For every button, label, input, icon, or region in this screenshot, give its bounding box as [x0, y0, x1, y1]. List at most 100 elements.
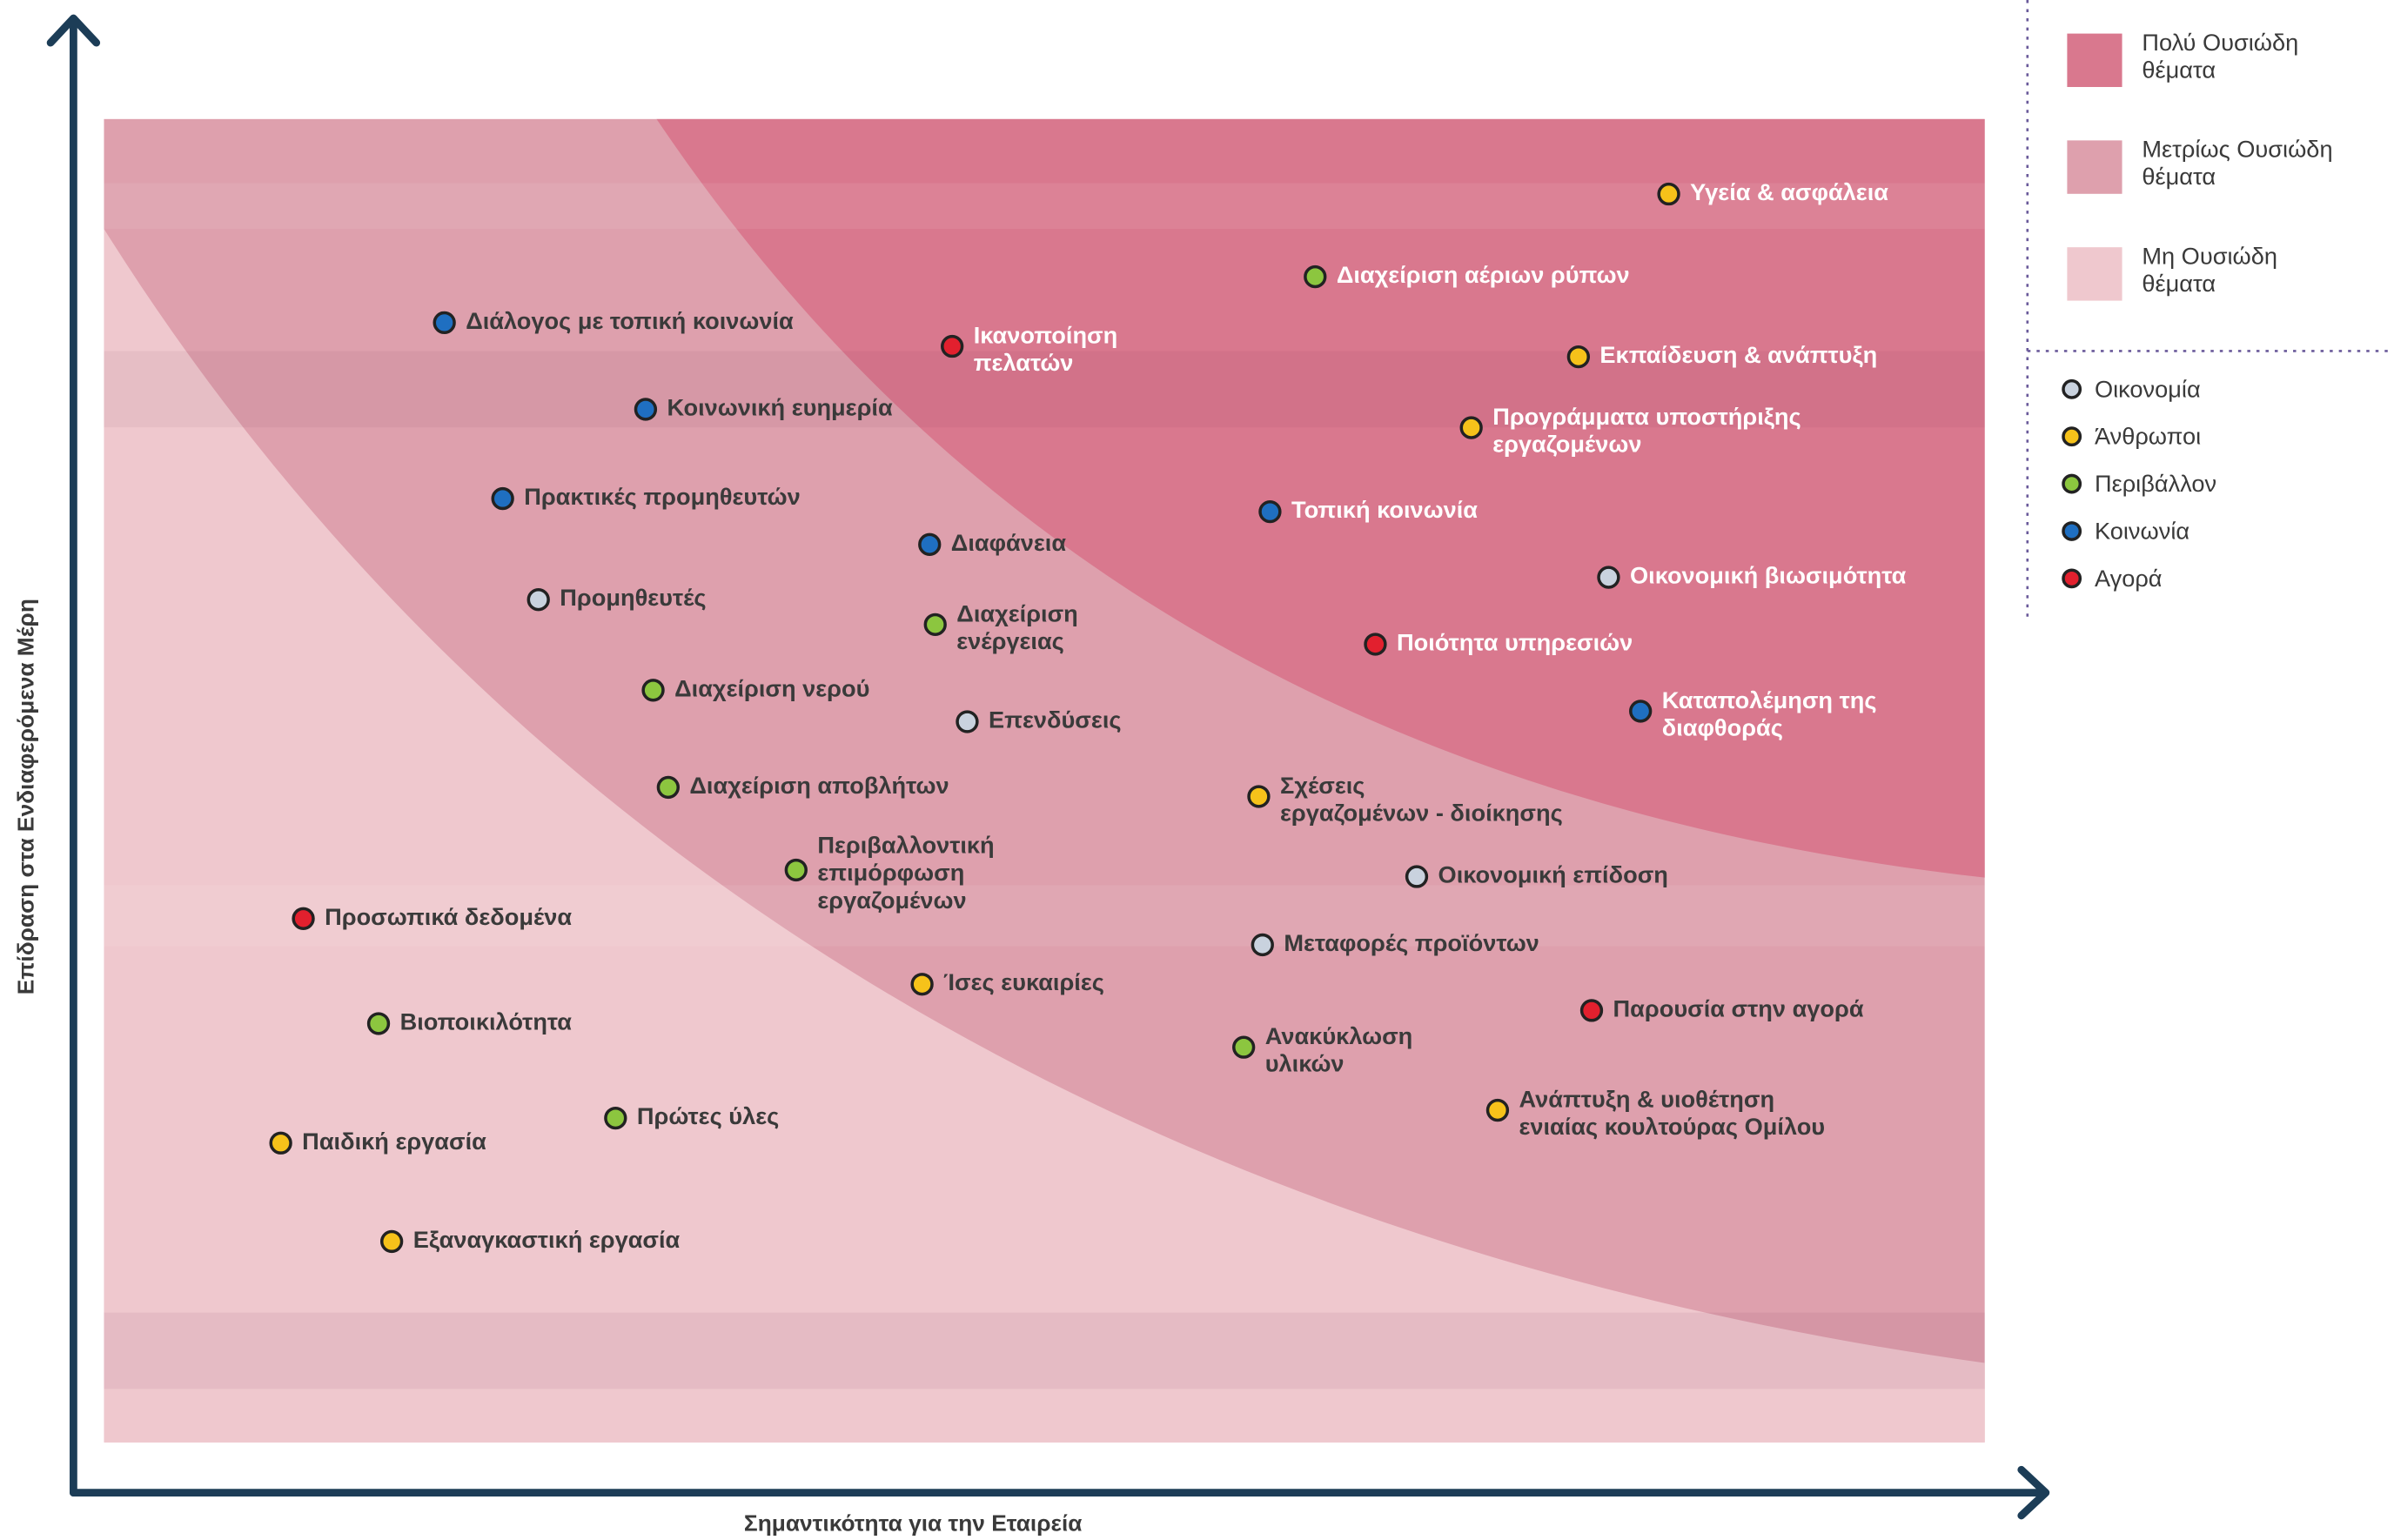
legend-marker	[2063, 475, 2080, 492]
point	[1659, 184, 1679, 204]
label-line: Μεταφορές προϊόντων	[1284, 929, 1539, 956]
legend-marker	[2063, 428, 2080, 445]
label-line: θέματα	[2142, 270, 2216, 297]
point-label: Πρακτικές προμηθευτών	[524, 483, 801, 510]
y-axis-title: Επίδραση στα Ενδιαφερόμενα Μέρη	[13, 599, 39, 994]
label-line: Τοπική κοινωνία	[1291, 496, 1478, 523]
point-label: Προσωπικά δεδομένα	[325, 903, 572, 930]
legend-label: Άνθρωποι	[2095, 423, 2201, 450]
label-line: Βιοποικιλότητα	[400, 1008, 573, 1035]
point	[382, 1232, 402, 1252]
label-line: θέματα	[2142, 163, 2216, 190]
point	[658, 778, 678, 798]
label-line: Ανακύκλωση	[1265, 1022, 1413, 1049]
label-line: υλικών	[1265, 1050, 1345, 1077]
label-line: Παιδική εργασία	[302, 1128, 486, 1155]
point	[1252, 935, 1272, 955]
legend-swatch	[2067, 140, 2122, 193]
point	[1568, 347, 1588, 367]
point	[636, 399, 656, 419]
point	[369, 1014, 389, 1034]
label-line: Διαφάνεια	[951, 529, 1067, 556]
legend-marker	[2063, 523, 2080, 539]
point	[786, 860, 806, 880]
label-line: διαφθοράς	[1662, 714, 1783, 741]
point	[920, 534, 940, 554]
point	[528, 590, 548, 610]
label-line: Περιβαλλοντική	[817, 832, 994, 859]
label-line: Κοινωνική ευημερία	[667, 394, 892, 421]
label-line: Μη Ουσιώδη	[2142, 243, 2277, 270]
point-label: Διαχείριση νερού	[674, 674, 869, 701]
point-label: Πρώτες ύλες	[637, 1102, 779, 1129]
label-line: Καταπολέμηση της	[1662, 686, 1877, 713]
label-line: Ποιότητα υπηρεσιών	[1397, 629, 1633, 656]
chart: Οικονομική βιωσιμότητα Προμηθευτές Επενδύσ…	[0, 0, 2394, 1540]
label-line: Εκπαίδευση & ανάπτυξη	[1599, 341, 1877, 368]
point-label: Διαχείριση αέριων ρύπων	[1337, 261, 1630, 288]
label-line: εργαζομένων	[817, 887, 966, 914]
legend-label: Οικονομία	[2095, 375, 2201, 402]
point	[293, 908, 313, 928]
label-line: Πρακτικές προμηθευτών	[524, 483, 801, 510]
label-line: Ανάπτυξη & υιοθέτηση	[1519, 1086, 1774, 1113]
legend-swatch	[2067, 247, 2122, 300]
point	[1260, 502, 1280, 522]
legend-label: Αγορά	[2095, 565, 2163, 592]
label-line: Οικονομική βιωσιμότητα	[1630, 562, 1907, 589]
label-line: Οικονομική επίδοση	[1438, 861, 1668, 888]
point-label: Επενδύσεις	[989, 706, 1121, 733]
point	[1407, 867, 1427, 887]
point	[271, 1133, 291, 1153]
legend-label: Μη Ουσιώδηθέματα	[2142, 243, 2277, 298]
label-line: Διαχείριση αποβλήτων	[689, 772, 949, 799]
point	[912, 974, 932, 994]
label-line: Πρώτες ύλες	[637, 1102, 779, 1129]
legend-marker	[2063, 570, 2080, 586]
label-line: Ικανοποίηση	[974, 322, 1118, 349]
label-line: Προγράμματα υποστήριξης	[1492, 403, 1801, 430]
x-axis	[73, 1470, 2045, 1516]
label-line: εργαζομένων	[1492, 431, 1641, 458]
point	[1365, 634, 1385, 654]
point-label: Οικονομική επίδοση	[1438, 861, 1668, 888]
point-label: Εξαναγκαστική εργασία	[413, 1226, 681, 1253]
point	[1461, 418, 1481, 438]
x-axis-title: Σημαντικότητα για την Εταιρεία	[744, 1510, 1083, 1536]
point	[606, 1108, 626, 1128]
label-line: Ίσες ευκαιρίες	[943, 968, 1104, 995]
label-line: θέματα	[2142, 57, 2216, 84]
point-label: Τοπική κοινωνία	[1291, 496, 1478, 523]
point	[925, 614, 945, 634]
legend-separators	[2028, 0, 2394, 618]
point-label: Διάλογος με τοπική κοινωνία	[466, 307, 794, 334]
label-line: πελατών	[974, 349, 1074, 376]
label-line: Πολύ Ουσιώδη	[2142, 29, 2298, 56]
point-label: Μεταφορές προϊόντων	[1284, 929, 1539, 956]
legend-marker	[2063, 381, 2080, 398]
label-line: εργαζομένων - διοίκησης	[1280, 800, 1563, 827]
label-line: ενέργειας	[956, 627, 1064, 654]
point	[942, 337, 962, 357]
point-label: Ίσες ευκαιρίες	[943, 968, 1104, 995]
point-label: Προμηθευτές	[560, 584, 706, 611]
point-label: Κοινωνική ευημερία	[667, 394, 892, 421]
point	[957, 712, 977, 732]
label-line: επιμόρφωση	[817, 859, 964, 886]
label-line: Εξαναγκαστική εργασία	[413, 1226, 681, 1253]
point	[1488, 1101, 1508, 1121]
point-label: Παιδική εργασία	[302, 1128, 486, 1155]
label-line: Διαχείριση	[956, 600, 1078, 627]
y-axis	[50, 18, 97, 1493]
point	[1582, 1001, 1602, 1021]
label-line: Επενδύσεις	[989, 706, 1121, 733]
point	[1599, 567, 1619, 587]
point	[643, 680, 663, 700]
label-line: ενιαίας κουλτούρας Ομίλου	[1519, 1113, 1825, 1140]
label-line: Διαχείριση αέριων ρύπων	[1337, 261, 1630, 288]
point	[434, 312, 454, 332]
